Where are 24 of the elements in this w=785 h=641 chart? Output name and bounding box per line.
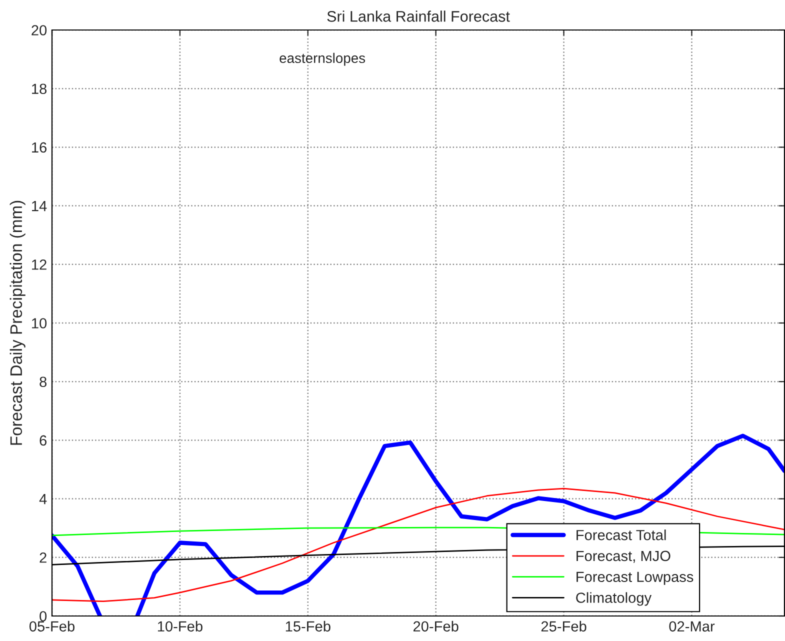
x-tick-label: 25-Feb bbox=[541, 620, 586, 632]
y-tick-label: 4 bbox=[39, 494, 47, 504]
x-tick-label: 05-Feb bbox=[29, 620, 74, 632]
x-tick-label: 20-Feb bbox=[413, 620, 458, 632]
legend-label: Climatology bbox=[576, 592, 652, 606]
legend-label: Forecast Total bbox=[576, 530, 666, 540]
y-tick-label: 8 bbox=[40, 376, 47, 388]
x-tick-label: 10-Feb bbox=[158, 620, 202, 632]
y-axis-title: Forecast Daily Precipitation (mm) bbox=[10, 200, 26, 445]
x-tick-label: 02-Mar bbox=[669, 621, 715, 632]
y-tick-label: 10 bbox=[32, 318, 47, 328]
y-tick-label: 12 bbox=[32, 260, 46, 270]
legend-label: Forecast, MJO bbox=[576, 550, 670, 563]
annotation: easternslopes bbox=[280, 52, 366, 66]
y-tick-label: 16 bbox=[32, 142, 46, 153]
y-tick-label: 14 bbox=[32, 201, 47, 212]
y-tick-label: 0 bbox=[40, 611, 47, 622]
y-tick-label: 18 bbox=[32, 84, 47, 94]
y-tick-label: 6 bbox=[40, 435, 46, 446]
y-tick-label: 20 bbox=[32, 25, 47, 36]
y-tick-label: 2 bbox=[40, 552, 46, 563]
x-tick-label: 15-Feb bbox=[286, 620, 330, 632]
legend-label: Forecast Lowpass bbox=[576, 572, 694, 585]
chart-title: Sri Lanka Rainfall Forecast bbox=[327, 10, 510, 22]
